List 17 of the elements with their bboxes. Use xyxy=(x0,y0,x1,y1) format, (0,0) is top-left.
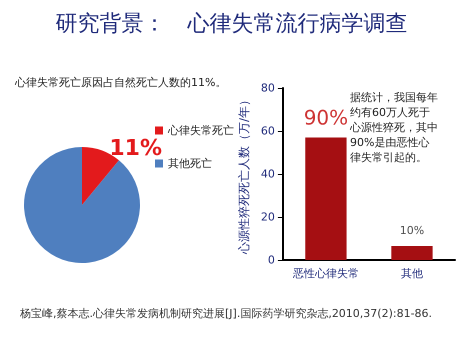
legend-label: 心律失常死亡 xyxy=(167,124,234,137)
annotation: 90% xyxy=(304,105,348,130)
chart-title: 研究背景： 心律失常流行病学调查 xyxy=(56,12,408,36)
y-tick-label: 40 xyxy=(260,168,275,180)
data-label: 11% xyxy=(109,136,162,162)
y-tick-label: 20 xyxy=(260,210,275,224)
x-tick-label: 恶性心律失常 xyxy=(292,267,359,280)
legend-label: 其他死亡 xyxy=(168,157,212,170)
x-tick-label: 其他 xyxy=(400,267,423,280)
y-tick-label: 80 xyxy=(260,82,275,94)
y-tick-label: 0 xyxy=(268,254,275,266)
y-tick-label: 60 xyxy=(260,124,275,138)
annotation: 10% xyxy=(400,224,424,238)
y-axis-title: 心源性猝死死亡人数（万/年） xyxy=(237,94,251,256)
text: 杨宝峰,蔡本志.心律失常发病机制研究进展[J].国际药学研究杂志,2010,37(2):81-86. xyxy=(19,307,432,320)
annotation: 据统计，我国每年约有60万人死于心源性猝死，其中90%是由恶性心律失常引起的。 xyxy=(349,91,438,164)
chart-subtitle: 心律失常死亡原因占自然死亡人数的11%。 xyxy=(14,76,226,89)
